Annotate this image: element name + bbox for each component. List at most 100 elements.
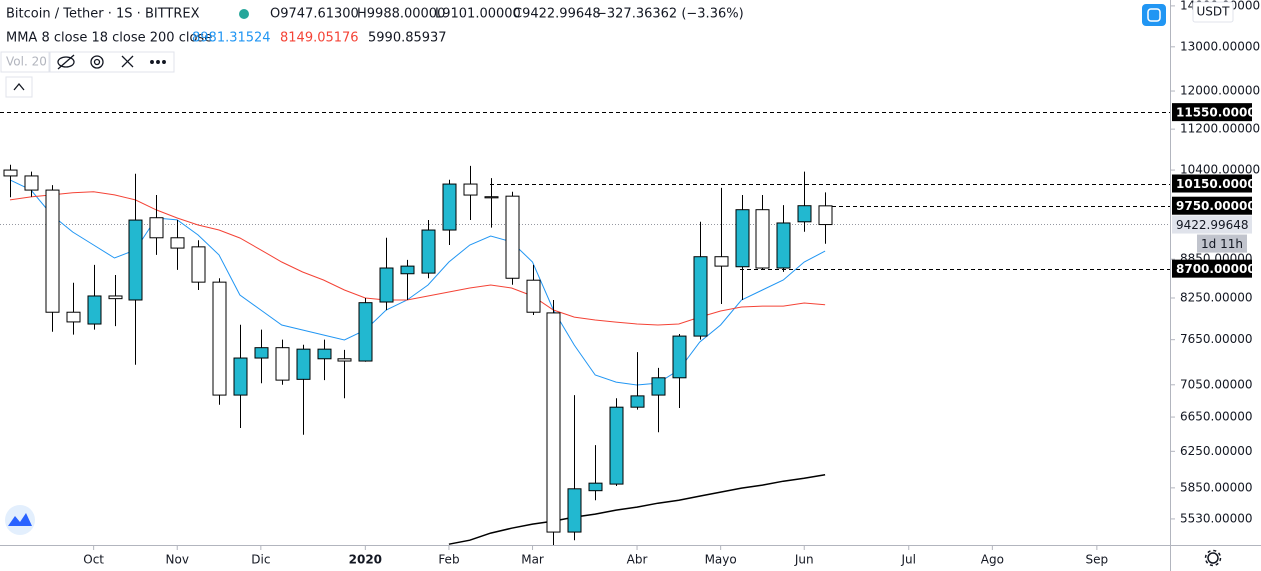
ma-value: 8981.31524 [192, 31, 271, 46]
candle-body [66, 311, 81, 323]
x-tick-label: Feb [438, 553, 459, 567]
indicator-title: MMA 8 close 18 close 200 close [6, 31, 212, 46]
ma-line [9, 179, 826, 386]
ohlc-high: H9988.00000 [357, 7, 445, 22]
candle-body [45, 189, 60, 313]
candle-body [128, 219, 143, 301]
price-badge-label: 9750.00000 [1176, 199, 1256, 213]
price-badge [1172, 174, 1252, 193]
volume-label: Vol. 20 [6, 55, 47, 69]
y-tick-label: 6250.00000 [1180, 444, 1253, 458]
compare-button[interactable] [1142, 4, 1166, 26]
x-tick-label: Ago [981, 553, 1004, 567]
y-tick-label: 11200.00000 [1180, 122, 1260, 136]
price-badge-label: 10150.00000 [1176, 177, 1261, 191]
candle-body [170, 237, 185, 249]
y-tick-label: 8250.00000 [1180, 290, 1253, 304]
y-tick-label: 10400.00000 [1180, 163, 1260, 177]
candle-body [463, 183, 478, 196]
x-tick-label: Oct [83, 553, 104, 567]
candle-body [400, 265, 415, 275]
currency-label: USDT [1197, 5, 1231, 19]
ohlc-change: −327.36362 (−3.36%) [596, 7, 744, 22]
y-tick-label: 7650.00000 [1180, 332, 1253, 346]
volume-box[interactable] [0, 51, 50, 73]
candle-body [567, 488, 582, 533]
status-dot [239, 9, 249, 19]
ohlc-close: C9422.99648 [513, 7, 601, 22]
current-price-badge [1172, 215, 1252, 234]
ma-value: 5990.85937 [368, 31, 447, 46]
candle-body [87, 295, 102, 325]
ohlc-open: O9747.61300 [270, 7, 359, 22]
candle-body [588, 482, 603, 492]
candle-body [296, 348, 311, 380]
candle-body [149, 217, 164, 239]
candle-body [421, 229, 436, 274]
candle-body [379, 267, 394, 303]
y-tick-label: 13000.00000 [1180, 39, 1260, 53]
candle-body [797, 205, 812, 223]
compare-icon [1147, 8, 1161, 22]
candle-body [651, 377, 666, 396]
x-tick-label: Abr [627, 553, 648, 567]
candle-body [484, 196, 499, 199]
candle-body [630, 395, 645, 408]
candle-body [233, 357, 248, 396]
candle-body [526, 279, 541, 313]
candle-body [546, 312, 561, 533]
settings-icon[interactable] [1204, 549, 1222, 567]
ma-line [9, 191, 826, 326]
candle-body [693, 256, 708, 337]
candle-body [714, 256, 729, 267]
toolbar-icons[interactable] [57, 54, 166, 70]
candle-body [358, 302, 373, 362]
candle-body [755, 209, 770, 269]
collapse-button[interactable] [5, 76, 33, 98]
y-tick-label: 5530.00000 [1180, 511, 1253, 525]
candle-body [191, 246, 206, 283]
candle-body [212, 281, 227, 396]
y-tick-label: 7050.00000 [1180, 377, 1253, 391]
candle-body [776, 222, 791, 269]
price-badge [1172, 196, 1252, 215]
x-tick-label: Sep [1086, 553, 1109, 567]
symbol-title: Bitcoin / Tether · 1S · BITTREX [6, 7, 200, 22]
current-price-label: 9422.99648 [1176, 218, 1249, 232]
x-tick-label: Mar [521, 553, 544, 567]
x-tick-label: Jul [901, 553, 916, 567]
candle-body [254, 347, 269, 359]
candle-body [108, 295, 123, 300]
collapse-icon [13, 82, 25, 91]
ohlc-low: L9101.00000 [435, 7, 521, 22]
price-badge-label: 8700.00000 [1176, 262, 1256, 276]
candle-body [505, 195, 520, 279]
price-badge [1172, 259, 1252, 278]
candle-body [609, 406, 624, 485]
x-tick-label: Nov [166, 553, 189, 567]
countdown-badge [1197, 234, 1247, 253]
y-tick-label: 6650.00000 [1180, 410, 1253, 424]
toolbar [49, 51, 175, 73]
y-tick-label: 5850.00000 [1180, 480, 1253, 494]
ma-value: 8149.05176 [280, 31, 359, 46]
candle-body [24, 175, 39, 191]
candle-body [672, 335, 687, 379]
axes: 14000.0000013000.0000012000.0000011200.0… [83, 0, 1261, 567]
candle-body [735, 209, 750, 268]
y-tick-label: 12000.00000 [1180, 84, 1260, 98]
x-tick-label: Dic [251, 553, 270, 567]
ma-line [448, 473, 826, 545]
candle-body [818, 205, 833, 226]
candle-body [317, 348, 332, 360]
currency-badge [1192, 1, 1234, 23]
candle-body [3, 169, 18, 177]
x-tick-label: Jun [794, 553, 814, 567]
x-tick-label: Mayo [705, 553, 737, 567]
candle-body [337, 358, 352, 362]
price-badge-label: 11550.00000 [1176, 106, 1261, 120]
price-badge [1172, 103, 1252, 122]
x-tick-label: 2020 [349, 553, 382, 567]
